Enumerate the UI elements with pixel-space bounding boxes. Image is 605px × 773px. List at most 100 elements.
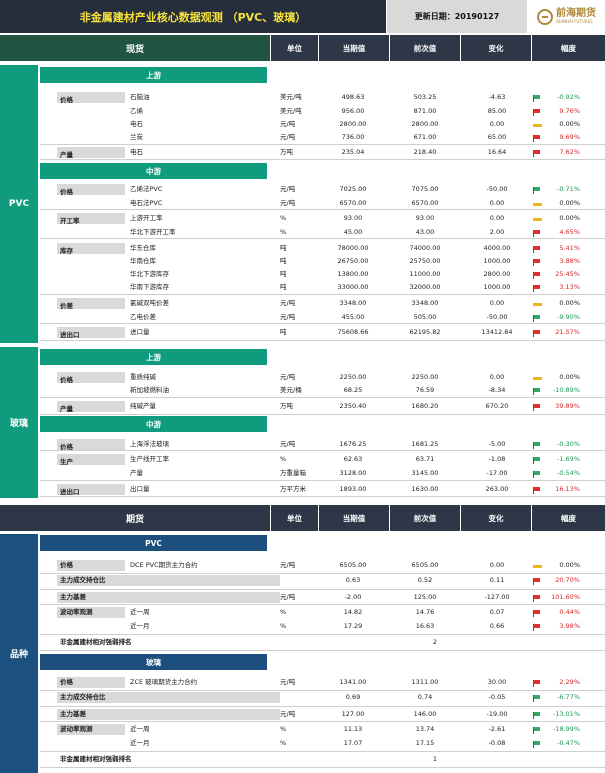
row-change: -50.00 [486,313,508,321]
trend-flag-icon [533,134,543,145]
trend-flag-icon [533,470,543,481]
trend-flag-icon [533,726,543,737]
row-change: 2.00 [489,228,505,236]
row-label: 上游开工率 [130,214,163,222]
row-change: -127.00 [484,593,510,601]
row-previous: 2250.00 [411,373,439,381]
glass-price-cat: 价格 [57,677,125,688]
row-change: 0.00 [489,199,505,207]
trend-flag-icon [533,740,543,751]
trend-flag-icon [533,108,543,119]
row-label: 电石 [130,120,143,128]
fcol-current: 当期值 [319,505,389,531]
row-current: 62.63 [343,455,363,463]
row-current: 45.00 [343,228,363,236]
pvc-rank-value: 2 [432,638,438,646]
row-current: 2250.00 [339,373,367,381]
side-label-pvc: PVC [0,65,38,343]
row-previous: 146.00 [413,710,437,718]
row-current: 33000.00 [337,283,369,291]
row-current: 3128.00 [339,469,367,477]
row-current: 0.69 [345,693,361,701]
row-unit: % [280,608,287,616]
row-previous: 25750.00 [409,257,441,265]
cat-trade: 进出口 [57,327,125,339]
row-pct: 5.41% [559,244,580,252]
row-unit: % [280,228,287,236]
col-pct: 幅度 [532,35,605,61]
row-unit: 美元/吨 [280,93,302,101]
row-change: 1000.00 [483,283,511,291]
row-pct: 101.60% [551,593,580,601]
glass-rank-value: 1 [432,755,438,763]
row-divider [40,238,605,239]
row-current: 235.04 [341,148,365,156]
row-unit: 美元/桶 [280,386,302,394]
row-pct: 0.00% [559,373,580,381]
row-label: 乙烯 [130,107,143,115]
row-unit: 元/吨 [280,593,296,601]
update-date: 更新日期：20190127 [387,0,527,33]
row-current: 3348.00 [339,299,367,307]
row-label: 电石 [130,148,143,156]
row-unit: 元/吨 [280,120,296,128]
row-previous: 0.74 [417,693,433,701]
row-pct: 9.69% [559,133,580,141]
cat-price: 价格 [57,92,125,104]
row-change: 0.11 [489,576,505,584]
trend-flag-icon [533,594,543,605]
row-label: 兰炭 [130,133,143,141]
row-divider [40,650,605,651]
row-current: 78000.00 [337,244,369,252]
row-current: 75608.66 [337,328,369,336]
trend-flag-icon [533,300,543,311]
row-divider [40,144,605,145]
futures-header-row: 期货 单位 当期值 前次值 变化 幅度 [0,505,605,531]
report-title: 非金属建材产业核心数据观测 （PVC、玻璃） [0,0,386,33]
row-pct: 3.98% [559,622,580,630]
row-current: 26750.00 [337,257,369,265]
row-current: 68.25 [343,386,363,394]
row-pct: 0.00% [559,299,580,307]
row-label: 乙烯法PVC [130,185,163,193]
row-unit: 元/吨 [280,561,296,569]
row-change: 0.00 [489,214,505,222]
row-current: 1341.00 [339,678,367,686]
row-unit: 元/吨 [280,373,296,381]
row-pct: -18.99% [552,725,580,733]
row-previous: 3348.00 [411,299,439,307]
spot-header-row: 现货 单位 当期值 前次值 变化 幅度 [0,35,605,61]
row-label: 近一周 [130,725,150,733]
row-divider [40,480,605,481]
trend-flag-icon [533,694,543,705]
trend-flag-icon [533,486,543,497]
row-label: 氯碱双吨价差 [130,299,169,307]
cat-start-rate: 开工率 [57,213,125,225]
row-current: 17.07 [343,739,363,747]
row-pct: 39.89% [555,402,580,410]
row-previous: 63.71 [415,455,435,463]
row-unit: 元/吨 [280,710,296,718]
trend-flag-icon [533,387,543,398]
trend-flag-icon [533,215,543,226]
glass-vol-cat: 波动率观测 [57,724,125,735]
col-unit: 单位 [271,35,318,61]
row-pct: -10.89% [552,386,580,394]
row-pct: 4.65% [559,228,580,236]
row-unit: 吨 [280,244,287,252]
row-label: 近一周 [130,608,150,616]
row-change: 1000.00 [483,257,511,265]
row-divider [40,397,605,398]
trend-flag-icon [533,229,543,240]
row-pct: 21.57% [555,328,580,336]
pvc-price-label: DCE PVC期货主力合约 [130,561,198,569]
row-pct: 20.70% [555,576,580,584]
row-current: 11.13 [343,725,363,733]
trend-flag-icon [533,679,543,690]
row-change: -2.61 [488,725,506,733]
glass-rank-cat: 非金属建材相对强弱排名 [60,755,132,763]
row-previous: 6570.00 [411,199,439,207]
row-current: 0.63 [345,576,361,584]
cat-output: 产量 [57,147,125,159]
row-previous: 1630.00 [411,485,439,493]
